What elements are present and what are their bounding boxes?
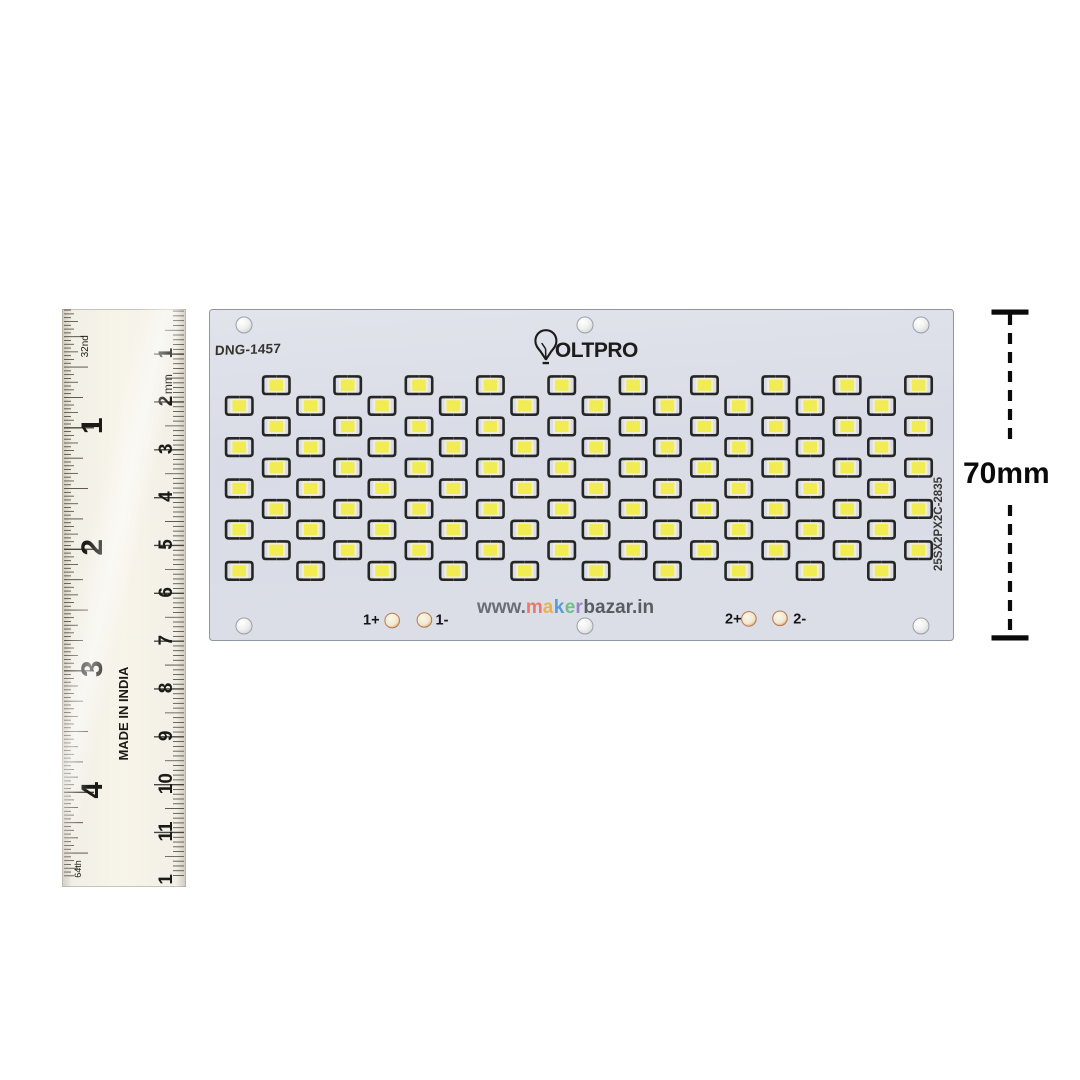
svg-text:2-: 2- [793,612,806,628]
svg-text:1-: 1- [436,613,449,629]
svg-text:1+: 1+ [363,613,380,629]
svg-text:r: r [575,597,583,618]
svg-text:bazar.in: bazar.in [583,597,654,618]
svg-text:www.: www. [476,597,526,618]
svg-text:2+: 2+ [725,612,742,628]
svg-text:k: k [554,597,565,618]
svg-text:70mm: 70mm [963,457,1050,490]
svg-text:m: m [526,597,543,618]
svg-text:OLTPRO: OLTPRO [555,339,638,362]
svg-text:DNG-1457: DNG-1457 [215,341,282,358]
svg-text:a: a [543,597,554,618]
svg-text:25SX2PX2C-2835: 25SX2PX2C-2835 [933,476,945,571]
svg-text:e: e [565,597,576,618]
